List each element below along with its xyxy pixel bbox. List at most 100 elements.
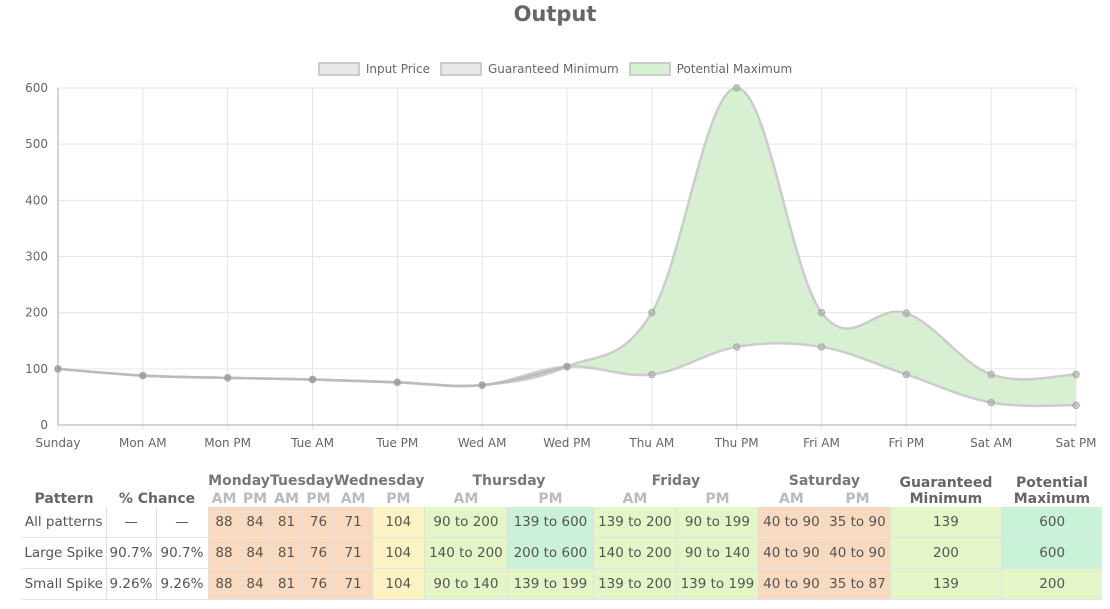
price-cell: 40 to 90 xyxy=(757,537,825,569)
table-row: Small Spike 9.26% 9.26% 88 84 81 76 71 1… xyxy=(22,568,1103,600)
input-price-point xyxy=(223,374,232,382)
pattern-name: Small Spike xyxy=(22,568,106,600)
price-cell: 71 xyxy=(333,537,373,569)
guaranteed-minimum-cell: 139 xyxy=(889,568,1002,600)
guaranteed-minimum-point xyxy=(1072,401,1080,410)
price-cell: 76 xyxy=(302,537,334,569)
x-tick-label: Mon PM xyxy=(204,436,251,450)
price-cell: 76 xyxy=(302,568,334,600)
x-tick-label: Thu AM xyxy=(628,436,674,450)
header-chance: % Chance xyxy=(118,491,196,507)
price-cell: 84 xyxy=(239,507,270,538)
potential-maximum-point xyxy=(987,370,995,379)
potential-maximum-area xyxy=(58,88,1076,406)
potential-maximum-point xyxy=(648,308,656,317)
x-tick-label: Sat AM xyxy=(970,436,1012,450)
price-cell: 140 to 200 xyxy=(592,537,677,569)
price-cell: 88 xyxy=(207,507,240,538)
header-am: AM xyxy=(274,490,299,507)
header-am: AM xyxy=(211,490,237,507)
pattern-name: Large Spike xyxy=(22,537,106,569)
y-tick-label: 500 xyxy=(25,137,48,151)
x-tick-label: Thu PM xyxy=(714,436,759,450)
header-pm: PM xyxy=(386,490,411,507)
chance-value: 9.26% xyxy=(105,568,156,600)
header-am: AM xyxy=(622,490,648,507)
price-cell: 104 xyxy=(371,568,425,600)
price-cell: 88 xyxy=(207,568,240,600)
price-cell: 104 xyxy=(371,537,425,569)
chance-value: 90.7% xyxy=(155,537,208,569)
legend-item-potential-maximum[interactable]: Potential Maximum xyxy=(628,62,793,76)
x-tick-label: Tue PM xyxy=(375,436,418,450)
guaranteed-minimum-point xyxy=(902,370,911,379)
legend-label-guaranteed-minimum: Guaranteed Minimum xyxy=(487,62,619,76)
price-cell: 40 to 90 xyxy=(823,537,891,569)
price-cell: 71 xyxy=(333,568,373,600)
header-pm: PM xyxy=(705,490,730,507)
y-tick-label: 100 xyxy=(25,362,48,376)
guaranteed-minimum-cell: 139 xyxy=(889,507,1002,538)
price-cell: 139 to 200 xyxy=(592,568,677,600)
legend-item-input-price[interactable]: Input Price xyxy=(317,62,430,76)
header-am: AM xyxy=(453,490,479,507)
price-cell: 139 to 199 xyxy=(506,568,594,600)
chance-value: 9.26% xyxy=(155,568,208,600)
x-tick-label: Wed PM xyxy=(543,436,591,450)
price-cell: 90 to 199 xyxy=(675,507,759,538)
input-price-point xyxy=(393,378,402,387)
y-tick-label: 200 xyxy=(25,306,48,320)
y-tick-label: 600 xyxy=(25,81,48,95)
output-table: Pattern % Chance Monday Tuesday Wednesda… xyxy=(22,472,1103,600)
guaranteed-minimum-point xyxy=(987,398,995,407)
input-price-point xyxy=(478,381,486,389)
header-day-thursday: Thursday xyxy=(472,473,546,489)
header-guaranteed-minimum: Guaranteed Minimum xyxy=(890,472,1001,507)
header-guaranteed-line2: Minimum xyxy=(909,491,983,507)
input-price-line xyxy=(57,365,568,388)
price-cell: 84 xyxy=(239,537,270,569)
x-tick-label: Mon AM xyxy=(119,436,167,450)
y-tick-label: 400 xyxy=(25,193,48,207)
header-am: AM xyxy=(779,490,804,507)
table-row: All patterns — — 88 84 81 76 71 104 90 t… xyxy=(22,507,1103,538)
price-cell: 81 xyxy=(269,507,303,538)
header-pm: PM xyxy=(242,490,268,507)
chance-value: — xyxy=(105,507,156,538)
header-am: AM xyxy=(340,490,366,507)
guaranteed-minimum-point xyxy=(817,343,826,351)
price-chart: 0 100 200 300 400 500 600 Sunday Mon AM Mon PM Tue… xyxy=(25,81,1096,450)
price-cell: 76 xyxy=(302,507,334,538)
guaranteed-minimum-point xyxy=(732,343,741,351)
price-cell: 71 xyxy=(333,507,373,538)
price-cell: 35 to 90 xyxy=(823,507,891,538)
y-tick-label: 300 xyxy=(25,250,48,264)
price-cell: 200 to 600 xyxy=(506,537,594,569)
x-tick-label: Tue AM xyxy=(290,436,334,450)
price-cell: 139 to 200 xyxy=(592,507,677,538)
header-day-saturday: Saturday xyxy=(788,473,861,489)
chance-value: 90.7% xyxy=(105,537,156,569)
pattern-name: All patterns xyxy=(22,507,106,538)
guaranteed-minimum-cell: 200 xyxy=(889,537,1002,569)
price-cell: 40 to 90 xyxy=(757,507,825,538)
y-tick-label: 0 xyxy=(40,418,48,432)
potential-maximum-cell: 600 xyxy=(1000,537,1103,569)
potential-maximum-cell: 600 xyxy=(1000,507,1103,538)
page-title: Output xyxy=(513,2,597,26)
legend-swatch-input-price xyxy=(317,62,360,76)
legend-swatch-potential-maximum xyxy=(628,62,671,76)
price-cell: 35 to 87 xyxy=(823,568,891,600)
price-cell: 139 to 199 xyxy=(675,568,759,600)
price-cell: 40 to 90 xyxy=(757,568,825,600)
x-tick-label: Sat PM xyxy=(1055,436,1096,450)
header-day-monday: Monday xyxy=(208,473,270,489)
legend-item-guaranteed-minimum[interactable]: Guaranteed Minimum xyxy=(439,62,619,76)
potential-maximum-point xyxy=(902,309,911,317)
x-tick-label: Wed AM xyxy=(458,436,507,450)
price-cell: 90 to 200 xyxy=(423,507,508,538)
legend-label-input-price: Input Price xyxy=(365,62,430,76)
legend-label-potential-maximum: Potential Maximum xyxy=(676,62,793,76)
table-row: Large Spike 90.7% 90.7% 88 84 81 76 71 1… xyxy=(22,537,1103,569)
price-cell: 90 to 140 xyxy=(675,537,759,569)
